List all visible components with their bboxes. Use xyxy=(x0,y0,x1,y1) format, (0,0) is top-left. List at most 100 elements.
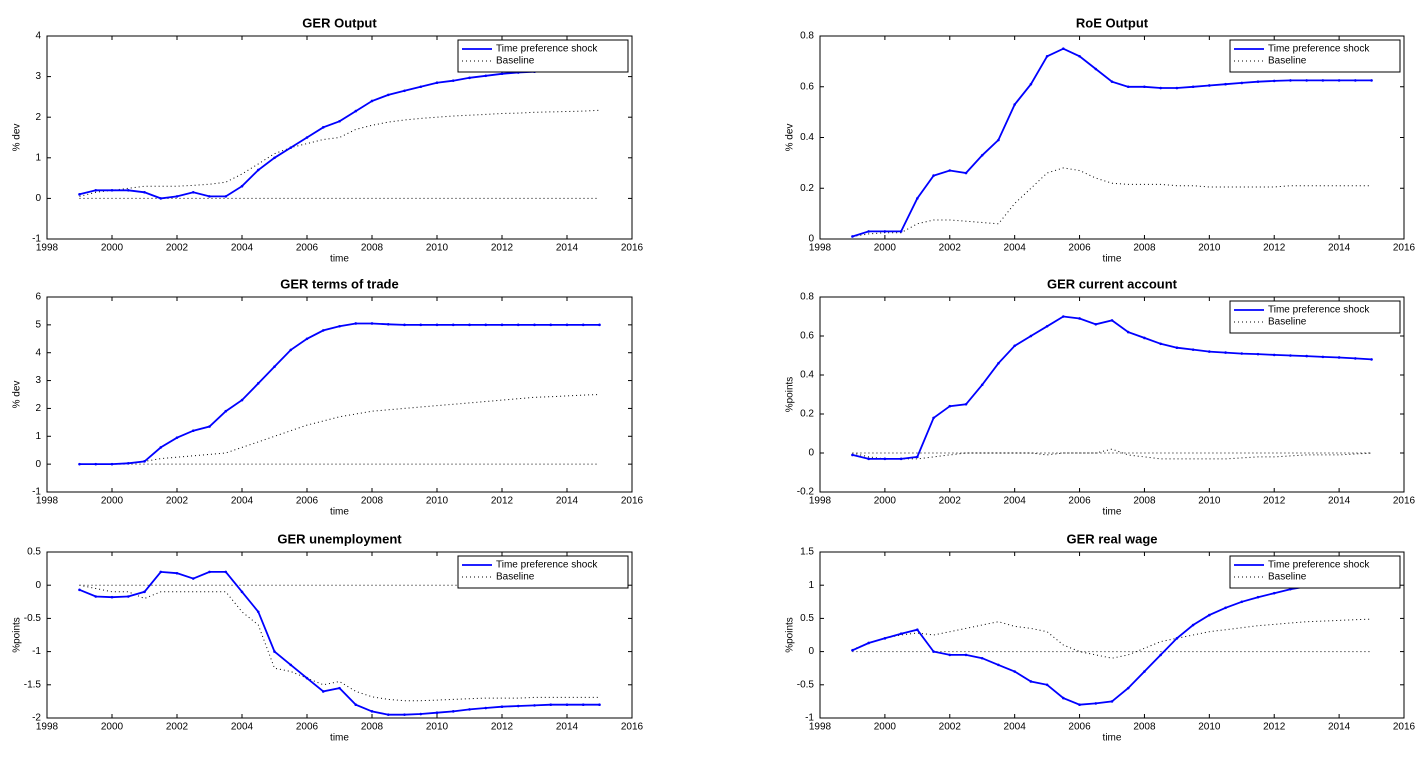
series-marker xyxy=(1110,80,1114,83)
legend-box xyxy=(1229,555,1401,589)
x-tick-label: 2002 xyxy=(166,243,189,254)
series-marker xyxy=(1078,317,1081,320)
series-marker xyxy=(883,457,887,461)
y-tick-label: -1 xyxy=(32,234,41,245)
series-marker xyxy=(883,637,887,640)
series-marker xyxy=(948,169,952,172)
legend-box xyxy=(457,39,629,73)
series-marker xyxy=(386,713,390,716)
series-marker xyxy=(500,72,504,76)
x-tick-label: 2016 xyxy=(1393,496,1415,507)
series-marker xyxy=(289,146,293,149)
series-marker xyxy=(1272,591,1276,595)
series-marker xyxy=(419,323,423,327)
x-axis-label: time xyxy=(330,507,349,518)
series-marker xyxy=(484,323,488,327)
series-marker xyxy=(191,191,195,194)
series-marker xyxy=(980,656,984,660)
series-marker xyxy=(321,690,325,693)
series-marker xyxy=(403,713,406,716)
chart-title: RoE Output xyxy=(1076,15,1149,30)
x-tick-label: 2008 xyxy=(361,496,384,507)
series-marker xyxy=(964,402,968,406)
x-tick-label: 2000 xyxy=(874,722,897,733)
x-axis-label: time xyxy=(1103,733,1122,744)
x-tick-label: 2012 xyxy=(491,722,514,733)
y-tick-label: 2 xyxy=(35,112,41,123)
series-marker xyxy=(899,457,903,461)
x-tick-label: 2010 xyxy=(426,243,449,254)
series-marker xyxy=(110,595,114,599)
y-tick-label: 0 xyxy=(808,448,814,459)
series-marker xyxy=(1045,324,1049,328)
series-line xyxy=(852,618,1372,659)
legend-label: Time preference shock xyxy=(1268,44,1370,55)
y-axis-label: % dev xyxy=(12,381,23,409)
series-marker xyxy=(598,703,601,707)
series-marker xyxy=(598,323,601,327)
x-tick-label: 2008 xyxy=(1133,243,1156,254)
series-marker xyxy=(78,193,81,196)
series-marker xyxy=(224,195,228,198)
x-tick-label: 2006 xyxy=(296,722,319,733)
series-marker xyxy=(354,109,358,113)
x-tick-label: 2002 xyxy=(939,722,962,733)
subplot: GER unemployment time %points 1998 2000 2002 2… xyxy=(12,531,644,743)
series-marker xyxy=(1175,346,1179,350)
y-tick-label: -0.2 xyxy=(797,487,815,498)
y-tick-label: 0 xyxy=(808,646,814,657)
x-tick-label: 2002 xyxy=(166,496,189,507)
y-tick-label: 1 xyxy=(808,580,814,591)
series-marker xyxy=(126,595,130,598)
x-tick-label: 2014 xyxy=(1328,496,1351,507)
series-marker xyxy=(110,462,114,466)
x-tick-label: 2006 xyxy=(1068,243,1091,254)
series-marker xyxy=(451,710,455,713)
series-marker xyxy=(240,398,244,402)
y-tick-label: 4 xyxy=(35,347,41,358)
subplot: GER Output time % dev 1998 2000 2002 2004 2006 2… xyxy=(12,15,644,264)
x-tick-label: 2012 xyxy=(1263,496,1286,507)
chart-title: GER Output xyxy=(302,15,377,30)
series-marker xyxy=(1094,702,1098,705)
y-tick-label: 0 xyxy=(808,234,814,245)
y-axis-label: %points xyxy=(12,617,23,653)
plot-lines xyxy=(78,570,601,716)
y-tick-label: -1 xyxy=(32,646,41,657)
series-marker xyxy=(916,197,919,200)
series-marker xyxy=(997,663,1000,667)
series-marker xyxy=(851,235,854,238)
x-tick-label: 2016 xyxy=(621,722,644,733)
x-tick-label: 2012 xyxy=(1263,243,1286,254)
series-marker xyxy=(305,136,309,139)
x-tick-label: 1998 xyxy=(809,243,832,254)
series-marker xyxy=(1289,354,1292,357)
series-marker xyxy=(1078,55,1081,58)
series-marker xyxy=(321,126,325,129)
legend-label: Time preference shock xyxy=(1268,305,1370,316)
series-marker xyxy=(1126,686,1130,690)
x-tick-label: 2016 xyxy=(1393,243,1415,254)
subplot: RoE Output time % dev 1998 2000 2002 2004 2006 2… xyxy=(785,15,1415,264)
chart-title: GER real wage xyxy=(1066,531,1157,546)
x-tick-label: 2008 xyxy=(1133,496,1156,507)
series-marker xyxy=(932,650,935,653)
plot-lines xyxy=(851,47,1373,238)
legend-box xyxy=(1229,39,1401,73)
series-marker xyxy=(403,323,406,327)
series-marker xyxy=(110,188,114,192)
plot-lines xyxy=(851,315,1373,461)
series-marker xyxy=(338,324,341,328)
x-tick-label: 2014 xyxy=(1328,243,1351,254)
series-marker xyxy=(1191,348,1195,351)
series-marker xyxy=(159,570,163,574)
y-tick-label: 6 xyxy=(35,292,41,303)
series-marker xyxy=(403,89,406,93)
series-marker xyxy=(289,348,293,352)
series-marker xyxy=(191,429,195,433)
x-tick-label: 2002 xyxy=(166,722,189,733)
series-marker xyxy=(159,446,163,449)
series-marker xyxy=(94,595,98,598)
series-marker xyxy=(1370,358,1373,361)
